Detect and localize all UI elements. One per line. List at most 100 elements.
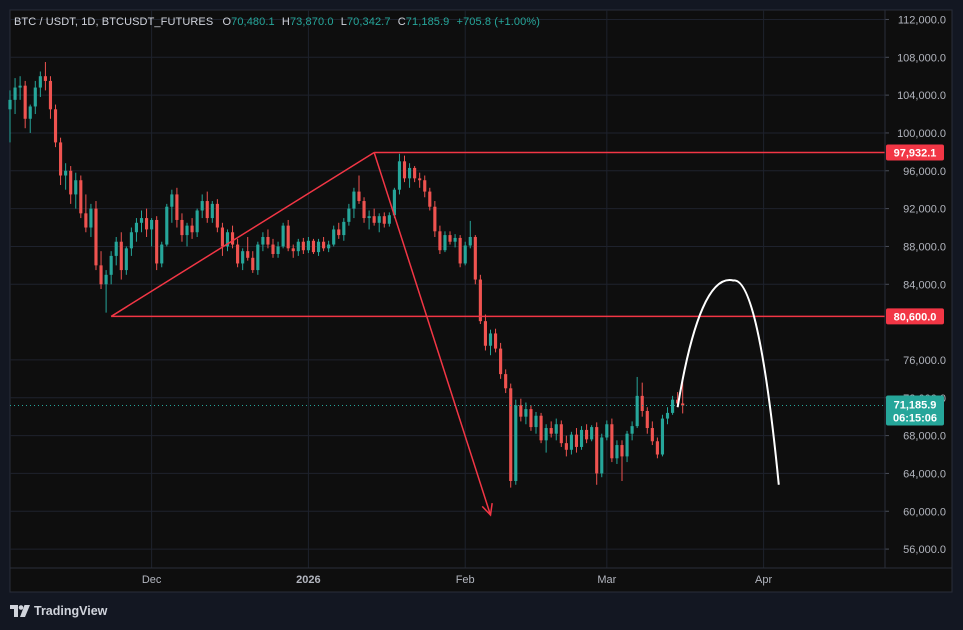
candle-body[interactable] [129, 232, 133, 249]
candle-body[interactable] [509, 388, 513, 481]
candle-body[interactable] [291, 248, 295, 252]
candle-body[interactable] [99, 265, 103, 285]
candle-body[interactable] [524, 409, 528, 417]
candle-body[interactable] [660, 418, 665, 455]
candle-body[interactable] [316, 241, 321, 253]
candle-body[interactable] [362, 201, 366, 219]
candle-body[interactable] [160, 244, 164, 264]
candle-body[interactable] [337, 229, 341, 236]
candle-body[interactable] [175, 194, 179, 220]
candle-body[interactable] [74, 180, 78, 195]
candle-body[interactable] [610, 424, 614, 459]
candle-body[interactable] [241, 251, 245, 264]
candle-body[interactable] [428, 191, 432, 207]
candle-body[interactable] [13, 87, 17, 100]
candle-body[interactable] [124, 248, 128, 271]
candle-body[interactable] [387, 215, 391, 224]
candle-body[interactable] [544, 428, 548, 441]
last-price-tag[interactable] [886, 395, 944, 426]
candle-body[interactable] [352, 191, 356, 209]
candle-body[interactable] [180, 219, 184, 236]
candle-body[interactable] [139, 218, 144, 223]
candle-body[interactable] [246, 251, 250, 258]
candle-body[interactable] [225, 232, 230, 247]
candle-body[interactable] [564, 443, 568, 450]
candle-body[interactable] [104, 274, 108, 285]
candle-body[interactable] [514, 405, 518, 481]
candle-body[interactable] [620, 445, 624, 457]
candle-body[interactable] [579, 429, 584, 447]
candle-body[interactable] [236, 244, 240, 264]
time-axis[interactable]: Dec 2026 Feb Mar Apr [10, 567, 952, 586]
candle-body[interactable] [43, 76, 47, 81]
candle-body[interactable] [478, 279, 482, 322]
projection-curve[interactable] [676, 279, 780, 485]
candle-body[interactable] [402, 161, 407, 179]
candle-body[interactable] [165, 206, 169, 245]
candle-body[interactable] [372, 216, 376, 223]
candle-body[interactable] [114, 241, 118, 256]
drawings-layer[interactable] [10, 151, 885, 517]
candle-body[interactable] [453, 237, 457, 242]
candle-body[interactable] [615, 445, 619, 459]
candle-body[interactable] [195, 210, 199, 233]
candle-body[interactable] [569, 434, 573, 450]
candle-body[interactable] [155, 219, 159, 264]
candle-body[interactable] [493, 333, 498, 349]
candle-body[interactable] [397, 161, 402, 190]
candle-body[interactable] [534, 415, 538, 428]
candle-body[interactable] [499, 348, 503, 375]
candle-body[interactable] [306, 240, 310, 251]
candle-body[interactable] [483, 321, 488, 346]
candle-body[interactable] [504, 374, 508, 389]
candle-body[interactable] [635, 395, 639, 427]
candle-body[interactable] [33, 87, 37, 107]
candle-body[interactable] [215, 203, 219, 228]
candle-body[interactable] [549, 428, 553, 434]
candle-body[interactable] [190, 225, 194, 233]
candle-body[interactable] [251, 257, 255, 271]
candle-body[interactable] [38, 76, 42, 88]
candle-body[interactable] [286, 225, 290, 249]
candle-body[interactable] [681, 403, 685, 406]
candle-body[interactable] [296, 241, 300, 252]
candle-body[interactable] [595, 427, 599, 474]
candle-body[interactable] [79, 180, 83, 214]
candle-body[interactable] [413, 167, 417, 179]
candle-body[interactable] [554, 424, 558, 434]
candle-body[interactable] [423, 180, 427, 192]
candle-body[interactable] [529, 409, 533, 428]
candle-body[interactable] [655, 441, 659, 455]
candle-body[interactable] [519, 405, 523, 417]
candle-body[interactable] [18, 85, 22, 88]
candle-body[interactable] [134, 222, 139, 233]
candle-body[interactable] [665, 412, 670, 419]
candle-body[interactable] [266, 236, 270, 245]
candle-body[interactable] [600, 437, 604, 474]
candle-body[interactable] [407, 167, 412, 179]
candle-body[interactable] [377, 216, 381, 223]
candle-body[interactable] [23, 85, 27, 119]
candle-body[interactable] [625, 433, 629, 457]
candle-body[interactable] [342, 221, 346, 236]
tradingview-brand[interactable]: TradingView [10, 604, 107, 618]
candle-body[interactable] [539, 415, 543, 441]
candle-body[interactable] [590, 427, 594, 440]
candle-body[interactable] [200, 201, 204, 211]
price-level-tag[interactable] [886, 308, 944, 325]
candle-body[interactable] [347, 208, 351, 222]
candle-body[interactable] [463, 245, 467, 264]
trend-line-rising[interactable] [110, 151, 375, 318]
candle-body[interactable] [89, 208, 93, 228]
symbol-legend[interactable]: BTC / USDT, 1D, BTCUSDT_FUTURES O70,480.… [14, 16, 540, 28]
candle-body[interactable] [357, 191, 361, 202]
candle-body[interactable] [382, 216, 386, 224]
candle-body[interactable] [448, 235, 452, 242]
candle-body[interactable] [185, 225, 189, 236]
candle-body[interactable] [301, 241, 305, 251]
candlestick-series[interactable] [8, 62, 685, 488]
candle-body[interactable] [327, 244, 331, 249]
candle-body[interactable] [48, 80, 53, 110]
price-level-tag[interactable] [886, 144, 944, 161]
